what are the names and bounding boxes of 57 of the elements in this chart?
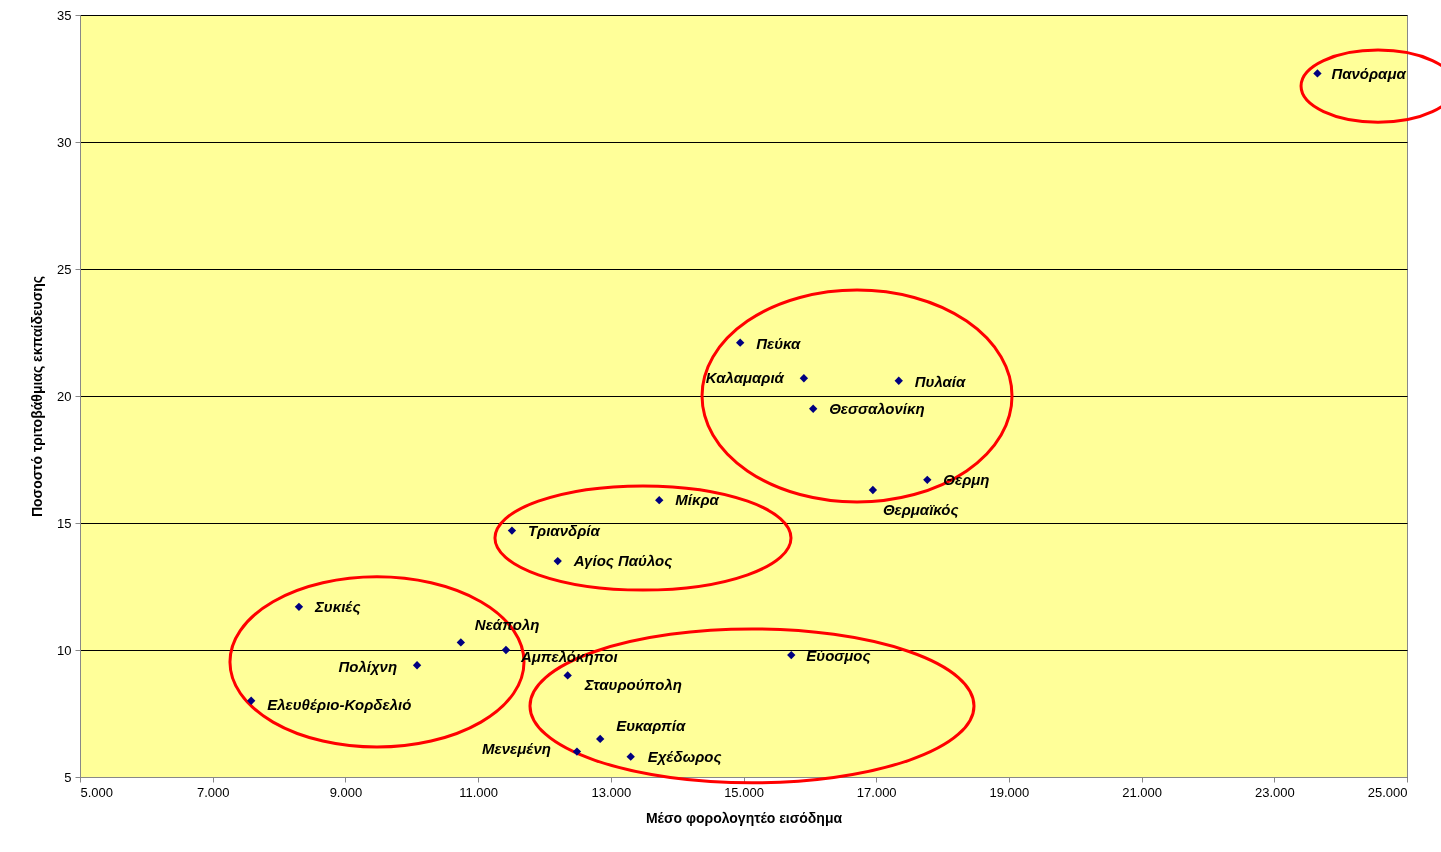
annotation: Τριανδρία xyxy=(527,521,601,539)
point xyxy=(894,376,903,385)
annotation: Συκιές xyxy=(313,597,361,615)
annotation: Μενεμένη xyxy=(482,739,551,757)
y-tick-label: 25 xyxy=(57,261,72,277)
point xyxy=(787,650,796,660)
point xyxy=(626,752,635,761)
point xyxy=(507,526,517,535)
point xyxy=(563,671,572,680)
annotation: Εχέδωρος xyxy=(647,747,722,765)
x-tick-label: 15.000 xyxy=(724,784,764,800)
point xyxy=(808,404,818,413)
annotation: Ευκαρπία xyxy=(616,716,686,734)
annotation: Πανόραμα xyxy=(1331,65,1407,83)
point xyxy=(412,661,422,670)
x-tick-label: 9.000 xyxy=(329,784,363,800)
x-tick-label: 11.000 xyxy=(459,784,498,800)
y-tick-label: 35 xyxy=(57,7,72,23)
y-tick-label: 30 xyxy=(57,134,72,150)
y-tick-label: 20 xyxy=(57,388,72,404)
y-axis-title: Ποσοστό τριτοβάθμιας εκπαίδευσης xyxy=(29,275,46,518)
annotation: Καλαμαριά xyxy=(705,369,785,387)
point xyxy=(923,475,932,484)
annotation: Πολίχνη xyxy=(338,658,398,676)
point xyxy=(799,374,809,383)
x-axis-title: Μέσο φορολογητέο εισόδημα xyxy=(645,809,843,826)
x-tick-label: 23.000 xyxy=(1254,784,1295,800)
annotation: Ελευθέριο-Κορδελιό xyxy=(267,695,412,713)
annotation: Θεσσαλονίκη xyxy=(829,399,925,417)
y-tick-label: 10 xyxy=(57,642,72,658)
point xyxy=(501,645,511,655)
point xyxy=(456,638,466,647)
x-tick-label: 7.000 xyxy=(196,784,230,800)
x-tick-label: 21.000 xyxy=(1122,784,1162,800)
annotation: Πυλαία xyxy=(914,372,966,390)
annotation: Αγίος Παύλος xyxy=(572,552,673,570)
annotation: Σταυρούπολη xyxy=(583,676,682,694)
annotation: Εύοσμος xyxy=(806,647,871,665)
annotation: Μίκρα xyxy=(675,491,720,509)
point xyxy=(868,485,878,495)
x-tick-label: 5.000 xyxy=(80,784,114,800)
point xyxy=(655,495,664,505)
y-tick-label: 5 xyxy=(64,769,72,785)
point xyxy=(1313,69,1322,78)
annotation: Πεύκα xyxy=(756,334,801,352)
point xyxy=(736,338,745,347)
point xyxy=(247,696,256,705)
x-tick-label: 13.000 xyxy=(591,784,632,800)
x-tick-label: 19.000 xyxy=(989,784,1030,800)
point xyxy=(294,602,304,611)
point xyxy=(553,556,562,566)
x-tick-label: 17.000 xyxy=(856,784,897,800)
point xyxy=(572,747,582,756)
x-tick-label: 25.000 xyxy=(1367,784,1408,800)
annotation: Θερμαϊκός xyxy=(882,500,959,518)
point xyxy=(596,734,605,744)
y-tick-label: 15 xyxy=(57,515,72,531)
